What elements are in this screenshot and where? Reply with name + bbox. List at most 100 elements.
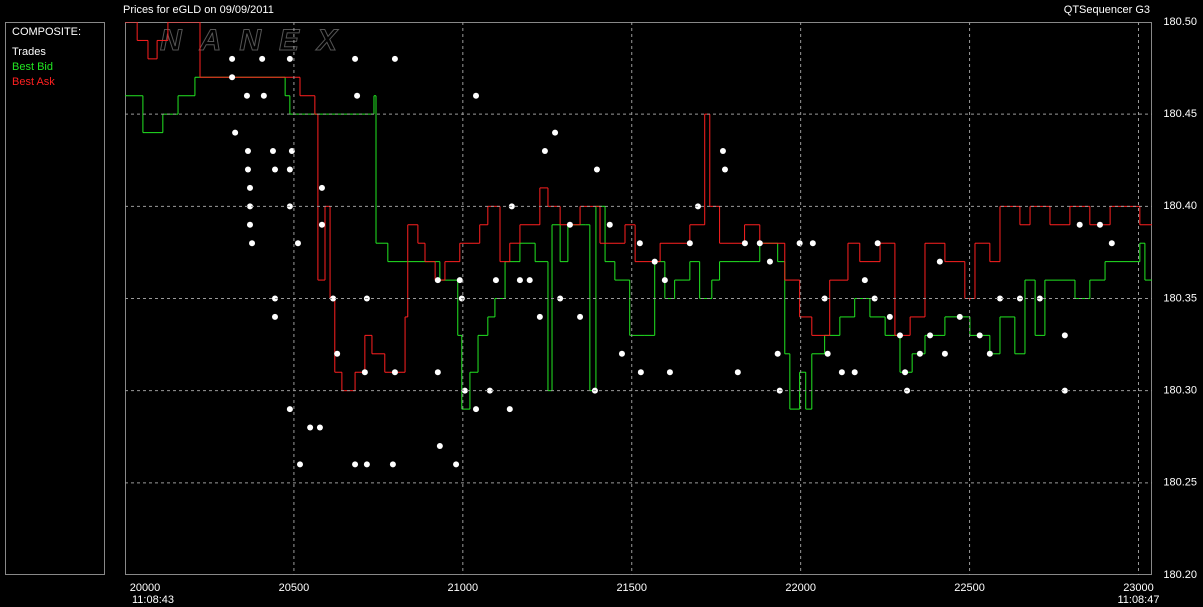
trade-dot	[296, 461, 303, 468]
trade-dot	[566, 221, 573, 228]
trade-dot	[774, 350, 781, 357]
trade-dot	[796, 240, 803, 247]
trade-dot	[246, 221, 253, 228]
trade-dot	[1061, 387, 1068, 394]
trade-dot	[756, 240, 763, 247]
trade-dot	[286, 55, 293, 62]
trade-dot	[734, 369, 741, 376]
watermark: NANEX	[160, 24, 355, 57]
trade-dot	[453, 461, 460, 468]
x-tick-label: 23000	[1123, 582, 1154, 594]
trade-dot	[871, 295, 878, 302]
trade-dot	[976, 332, 983, 339]
trade-dot	[286, 166, 293, 173]
trade-dot	[927, 332, 934, 339]
trade-dot	[1096, 221, 1103, 228]
trade-dot	[902, 369, 909, 376]
trade-dot	[229, 55, 236, 62]
trade-dot	[606, 221, 613, 228]
trade-dot	[456, 277, 463, 284]
trade-dot	[246, 203, 253, 210]
trade-dot	[506, 406, 513, 413]
trade-dot	[661, 277, 668, 284]
trade-dot	[1076, 221, 1083, 228]
trade-dot	[473, 406, 480, 413]
trade-dot	[941, 350, 948, 357]
trade-dot	[557, 295, 564, 302]
trade-dot	[956, 313, 963, 320]
trade-dot	[916, 350, 923, 357]
trade-dot	[260, 92, 267, 99]
trade-dot	[636, 240, 643, 247]
trade-dot	[516, 277, 523, 284]
trade-dot	[352, 55, 359, 62]
trade-dot	[307, 424, 314, 431]
trade-dot	[316, 424, 323, 431]
trade-dot	[492, 277, 499, 284]
trade-dot	[294, 240, 301, 247]
time-label: 11:08:43	[132, 594, 174, 606]
trade-dot	[861, 277, 868, 284]
y-tick-label: 180.45	[1163, 108, 1197, 120]
trade-dot	[552, 129, 559, 136]
y-tick-label: 180.40	[1163, 200, 1197, 212]
trade-dot	[821, 295, 828, 302]
trade-dot	[686, 240, 693, 247]
trade-dot	[874, 240, 881, 247]
trade-dot	[269, 148, 276, 155]
source-label: QTSequencer G3	[1064, 4, 1150, 16]
trade-dot	[461, 387, 468, 394]
x-tick-label: 21500	[616, 582, 647, 594]
trade-dot	[1108, 240, 1115, 247]
chart-title: Prices for eGLD on 09/09/2011	[123, 4, 274, 16]
legend-entry: Trades	[12, 46, 46, 58]
x-tick-label: 22000	[785, 582, 816, 594]
x-tick-label: 20500	[279, 582, 310, 594]
trade-dot	[259, 55, 266, 62]
trade-dot	[318, 184, 325, 191]
x-tick-label: 22500	[954, 582, 985, 594]
trade-dot	[434, 369, 441, 376]
trade-dot	[651, 258, 658, 265]
trade-dot	[271, 313, 278, 320]
trade-dot	[354, 92, 361, 99]
y-tick-label: 180.20	[1163, 569, 1197, 581]
trade-dot	[434, 277, 441, 284]
trade-dot	[436, 442, 443, 449]
trade-dot	[330, 295, 337, 302]
trade-dot	[618, 350, 625, 357]
trade-dot	[249, 240, 256, 247]
trade-dot	[1061, 332, 1068, 339]
legend-panel	[5, 22, 105, 575]
trade-dot	[838, 369, 845, 376]
trade-dot	[986, 350, 993, 357]
trade-dot	[486, 387, 493, 394]
trade-dot	[391, 369, 398, 376]
trade-dot	[536, 313, 543, 320]
legend-title: COMPOSITE:	[12, 26, 81, 38]
trade-dot	[996, 295, 1003, 302]
trade-dot	[719, 148, 726, 155]
x-tick-label: 20000	[130, 582, 161, 594]
trade-dot	[666, 369, 673, 376]
trade-dot	[896, 332, 903, 339]
trade-dot	[286, 406, 293, 413]
trade-dot	[824, 350, 831, 357]
trade-dot	[577, 313, 584, 320]
trade-dot	[721, 166, 728, 173]
trade-dot	[391, 55, 398, 62]
trade-dot	[593, 166, 600, 173]
trade-dot	[243, 92, 250, 99]
trade-dot	[232, 129, 239, 136]
trade-dot	[809, 240, 816, 247]
trade-dot	[352, 461, 359, 468]
trade-dot	[288, 148, 295, 155]
x-tick-label: 21000	[448, 582, 479, 594]
trade-dot	[541, 148, 548, 155]
trade-dot	[741, 240, 748, 247]
trade-dot	[271, 166, 278, 173]
y-tick-label: 180.25	[1163, 477, 1197, 489]
trade-dot	[363, 461, 370, 468]
